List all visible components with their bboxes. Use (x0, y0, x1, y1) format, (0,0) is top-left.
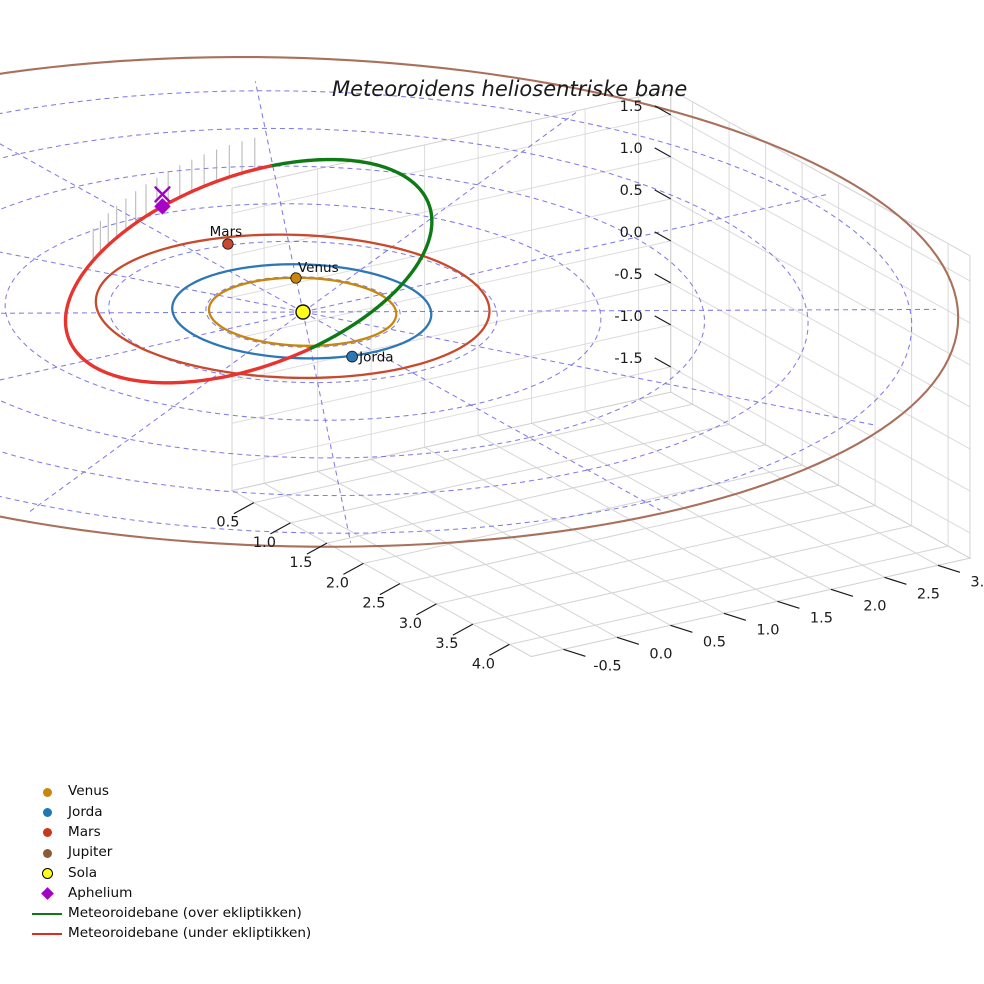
legend-jorda[interactable]: Jorda (26, 802, 356, 822)
z-tick-label: 1.0 (620, 141, 643, 157)
x-tick-label: 4.0 (472, 656, 495, 672)
z-tick-label: -1.0 (614, 309, 642, 325)
aphelium-marker (154, 198, 171, 215)
z-tick-label: -1.5 (614, 351, 642, 367)
z-tick-label: 0.5 (620, 183, 643, 199)
jorda-marker (346, 350, 359, 363)
legend-dot-marker (42, 848, 52, 858)
axes-panes (230, 88, 972, 658)
ecliptic-reference-grid (0, 81, 936, 543)
legend-venus[interactable]: Venus (26, 782, 356, 802)
y-tick-label: 2.0 (863, 598, 886, 614)
x-tick-label: 2.5 (362, 596, 385, 612)
y-tick-label: 0.0 (649, 646, 672, 662)
y-tick-label: 1.0 (756, 622, 779, 638)
x-tick-label: 1.0 (253, 535, 276, 551)
legend-mars[interactable]: Mars (26, 823, 356, 843)
venus-label: Venus (298, 260, 339, 276)
meteoroid-drop-stems (92, 137, 256, 261)
body-markers: Venus Jorda Mars (154, 186, 394, 366)
legend-item-label: Venus (68, 783, 109, 800)
y-tick-label: -0.5 (593, 658, 621, 674)
x-tick-label: 3.0 (399, 616, 422, 632)
venus-marker (290, 272, 302, 284)
legend-line-swatch (32, 912, 62, 915)
axis-tick-labels: 0.5 1.0 1.5 2.0 2.5 3.0 3.5 4.0 -0.5 0.0 0.5 1.0 1.5… (216, 99, 984, 674)
legend-sola[interactable]: Sola (26, 863, 356, 883)
legend-jupiter[interactable]: Jupiter (26, 843, 356, 863)
y-tick-label: 0.5 (703, 634, 726, 650)
legend-item-label: Aphelium (68, 884, 133, 901)
legend-aphelium[interactable]: Aphelium (26, 883, 356, 903)
x-tick-label: 3.5 (435, 636, 458, 652)
legend-meteoroid-under[interactable]: Meteoroidebane (under ekliptikken) (26, 924, 356, 944)
y-tick-label: 1.5 (810, 610, 833, 626)
legend-dot-marker (42, 828, 52, 838)
legend-item-label: Mars (68, 823, 101, 840)
y-tick-label: 3.0 (970, 574, 984, 590)
legend-line-swatch (32, 933, 62, 936)
legend-meteoroid-over[interactable]: Meteoroidebane (over ekliptikken) (26, 904, 356, 924)
legend-diamond-marker (40, 887, 54, 900)
z-tick-label: 1.5 (620, 99, 643, 115)
legend-item-label: Jorda (68, 803, 103, 820)
x-tick-label: 1.5 (289, 555, 312, 571)
z-tick-label: 0.0 (620, 225, 643, 241)
x-tick-label: 0.5 (216, 515, 239, 531)
page-title: Meteoroidens heliosentriske bane (332, 77, 687, 101)
z-tick-label: -0.5 (614, 267, 642, 283)
jorda-label: Jorda (358, 350, 393, 366)
legend-item-label: Meteoroidebane (under ekliptikken) (68, 925, 312, 942)
x-tick-label: 2.0 (326, 575, 349, 591)
legend-item-label: Sola (68, 864, 98, 881)
legend-dot-marker (42, 787, 52, 797)
mars-marker (222, 238, 234, 250)
mars-label: Mars (210, 224, 243, 240)
legend-dot-marker (41, 867, 53, 879)
legend-item-label: Meteoroidebane (over ekliptikken) (68, 905, 302, 922)
chart-legend: Venus Jorda Mars Jupiter Sola Aphelium Meteoro… (26, 782, 356, 944)
aphelium-cross-icon (154, 186, 171, 203)
legend-dot-marker (42, 807, 52, 817)
axis-ticks (233, 105, 961, 657)
y-tick-label: 2.5 (917, 586, 940, 602)
sun-marker (295, 304, 311, 320)
legend-item-label: Jupiter (68, 844, 113, 861)
planet-orbits (0, 55, 960, 548)
